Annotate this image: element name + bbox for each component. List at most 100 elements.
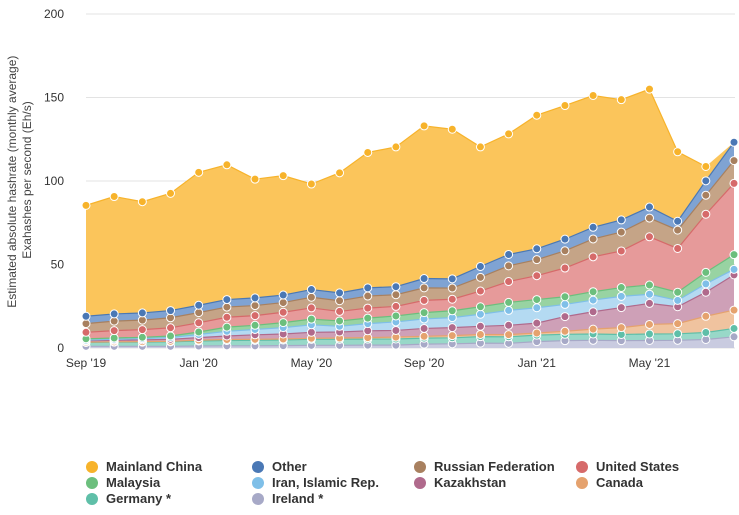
- point-malaysia: [335, 316, 345, 326]
- x-tick-label: Jan '21: [518, 356, 557, 370]
- point-malaysia: [504, 297, 514, 307]
- point-other: [335, 288, 345, 298]
- point-canada: [616, 323, 626, 333]
- point-iran-islamic-rep: [729, 264, 739, 274]
- y-tick-label: 200: [44, 7, 64, 21]
- point-canada: [447, 331, 457, 341]
- point-malaysia: [447, 306, 457, 316]
- point-iran-islamic-rep: [532, 303, 542, 313]
- legend-item-ireland[interactable]: Ireland *: [252, 491, 324, 506]
- point-iran-islamic-rep: [616, 291, 626, 301]
- legend-item-canada[interactable]: Canada: [576, 475, 644, 490]
- point-mainland-china: [81, 200, 91, 210]
- x-axis-ticks: Sep '19 Jan '20 May '20 Sep '20 Jan '21 May '…: [66, 356, 671, 370]
- point-united-states: [588, 252, 598, 262]
- point-other: [532, 244, 542, 254]
- point-canada: [419, 331, 429, 341]
- y-tick-label: 0: [57, 341, 64, 355]
- point-mainland-china: [363, 147, 373, 157]
- line-germany: [85, 327, 735, 344]
- legend-item-other[interactable]: Other: [252, 459, 307, 474]
- point-mainland-china: [250, 174, 260, 184]
- area-united-states: [86, 183, 734, 339]
- point-united-states: [644, 232, 654, 242]
- point-mainland-china: [447, 124, 457, 134]
- y-tick-label: 150: [44, 91, 64, 105]
- area-kazakhstan: [86, 274, 734, 343]
- point-united-states: [306, 303, 316, 313]
- point-mainland-china: [504, 129, 514, 139]
- legend-item-malaysia[interactable]: Malaysia: [86, 475, 161, 490]
- legend-label: Canada: [596, 475, 644, 490]
- point-mainland-china: [419, 121, 429, 131]
- legend-item-united-states[interactable]: United States: [576, 459, 679, 474]
- point-mainland-china: [588, 91, 598, 100]
- point-other: [447, 274, 457, 284]
- point-united-states: [335, 306, 345, 316]
- point-kazakhstan: [447, 323, 457, 333]
- point-kazakhstan: [419, 323, 429, 333]
- y-axis-label: Estimated absolute hashrate (monthly ave…: [5, 52, 34, 307]
- point-united-states: [475, 286, 485, 296]
- point-united-states: [137, 325, 147, 335]
- point-iran-islamic-rep: [560, 299, 570, 309]
- point-malaysia: [616, 283, 626, 293]
- point-russian-federation: [532, 255, 542, 265]
- point-united-states: [701, 209, 711, 219]
- legend-item-mainland-china[interactable]: Mainland China: [86, 459, 203, 474]
- point-mainland-china: [673, 147, 683, 157]
- point-mainland-china: [701, 161, 711, 171]
- point-united-states: [729, 178, 739, 188]
- point-germany: [644, 329, 654, 339]
- x-tick-label: Sep '19: [66, 356, 107, 370]
- point-canada: [532, 328, 542, 338]
- legend-item-iran-islamic-rep[interactable]: Iran, Islamic Rep.: [252, 475, 379, 490]
- point-mainland-china: [306, 179, 316, 189]
- legend-marker: [86, 461, 98, 473]
- point-kazakhstan: [532, 318, 542, 328]
- legend-item-kazakhstan[interactable]: Kazakhstan: [414, 475, 506, 490]
- point-malaysia: [560, 292, 570, 302]
- legend-item-germany[interactable]: Germany *: [86, 491, 172, 506]
- legend-marker: [576, 461, 588, 473]
- legend-item-russian-federation[interactable]: Russian Federation: [414, 459, 555, 474]
- point-russian-federation: [644, 213, 654, 223]
- point-united-states: [278, 307, 288, 317]
- point-iran-islamic-rep: [588, 295, 598, 305]
- point-malaysia: [673, 287, 683, 297]
- line-united-states: [85, 182, 735, 333]
- point-germany: [673, 329, 683, 339]
- point-germany: [729, 323, 739, 333]
- point-other: [729, 137, 739, 147]
- legend-marker: [252, 477, 264, 489]
- point-russian-federation: [447, 283, 457, 293]
- line-iran-islamic-rep: [85, 268, 735, 341]
- y-axis-ticks: 0 50 100 150 200: [44, 7, 64, 355]
- x-tick-label: May '21: [629, 356, 671, 370]
- point-canada: [673, 319, 683, 329]
- point-malaysia: [306, 314, 316, 324]
- point-malaysia: [137, 332, 147, 342]
- point-canada: [475, 329, 485, 339]
- point-russian-federation: [560, 246, 570, 256]
- point-kazakhstan: [560, 312, 570, 322]
- point-other: [81, 311, 91, 321]
- legend-marker: [414, 461, 426, 473]
- point-other: [306, 285, 316, 295]
- legend-label: Iran, Islamic Rep.: [272, 475, 379, 490]
- line-kazakhstan: [85, 274, 735, 342]
- point-russian-federation: [419, 283, 429, 293]
- point-russian-federation: [588, 234, 598, 244]
- point-other: [250, 293, 260, 303]
- point-malaysia: [729, 250, 739, 260]
- legend: Mainland China Other Russian Federation Uni…: [86, 459, 679, 506]
- point-united-states: [673, 243, 683, 253]
- point-kazakhstan: [616, 303, 626, 313]
- point-mainland-china: [616, 95, 626, 105]
- point-united-states: [391, 301, 401, 311]
- area-germany: [86, 328, 734, 347]
- point-malaysia: [194, 327, 204, 337]
- point-other: [560, 234, 570, 244]
- y-axis-label-line-1: Estimated absolute hashrate (monthly ave…: [5, 56, 19, 308]
- line-russian-federation: [85, 160, 735, 325]
